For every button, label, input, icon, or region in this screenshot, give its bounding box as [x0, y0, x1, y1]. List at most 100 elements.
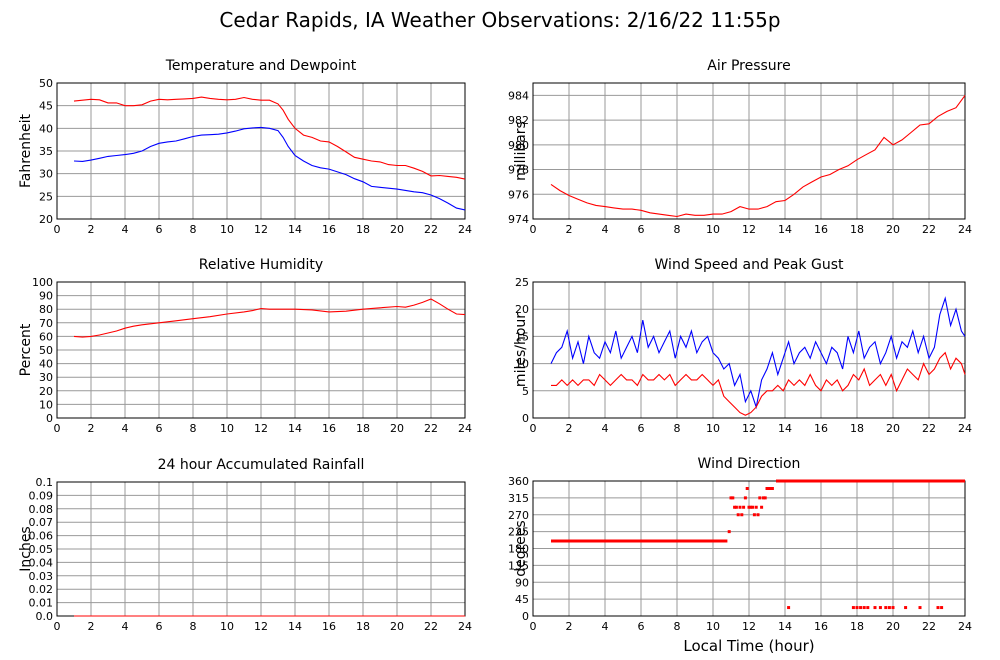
- y-tick-label: 20: [39, 213, 53, 226]
- x-tick-label: 20: [390, 223, 404, 236]
- y-tick-label: 10: [39, 398, 53, 411]
- y-tick-label: 984: [508, 89, 529, 102]
- y-tick-label: 90: [515, 576, 529, 589]
- y-tick-label: 0: [46, 412, 53, 425]
- y-tick-label: 0.04: [29, 556, 54, 569]
- y-tick-label: 360: [508, 475, 529, 488]
- x-tick-label: 18: [356, 422, 370, 435]
- x-tick-label: 20: [390, 422, 404, 435]
- chart-title: Relative Humidity: [199, 257, 323, 273]
- series-point: [727, 530, 731, 534]
- series-line: [73, 126, 466, 211]
- series-point: [862, 606, 866, 610]
- series-line: [73, 96, 466, 180]
- x-tick-label: 20: [886, 422, 900, 435]
- x-tick-label: 8: [674, 223, 681, 236]
- series-point: [787, 606, 791, 610]
- x-tick-label: 10: [706, 223, 720, 236]
- x-tick-label: 2: [88, 223, 95, 236]
- y-tick-label: 10: [515, 358, 529, 371]
- y-tick-label: 5: [522, 385, 529, 398]
- series-point: [936, 606, 940, 610]
- y-tick-label: 978: [508, 164, 529, 177]
- x-tick-label: 14: [288, 422, 302, 435]
- x-tick-label: 2: [566, 223, 573, 236]
- x-tick-label: 22: [922, 620, 936, 633]
- x-tick-label: 14: [778, 223, 792, 236]
- x-tick-label: 6: [156, 223, 163, 236]
- series-point: [738, 505, 742, 509]
- x-tick-label: 10: [706, 620, 720, 633]
- x-tick-label: 8: [674, 422, 681, 435]
- series-point: [751, 505, 755, 509]
- x-tick-label: 10: [220, 223, 234, 236]
- y-axis-label: Fahrenheit: [18, 113, 34, 188]
- plot-frame: [532, 82, 966, 220]
- x-tick-label: 2: [88, 620, 95, 633]
- page-title: Cedar Rapids, IA Weather Observations: 2…: [219, 8, 781, 32]
- x-tick-label: 14: [288, 620, 302, 633]
- y-tick-label: 270: [508, 509, 529, 522]
- series-line: [73, 298, 466, 338]
- series-point: [752, 513, 756, 517]
- x-tick-label: 6: [156, 422, 163, 435]
- x-tick-label: 8: [190, 223, 197, 236]
- x-tick-label: 22: [922, 422, 936, 435]
- x-tick-label: 4: [122, 223, 129, 236]
- x-tick-label: 18: [850, 223, 864, 236]
- x-tick-label: 14: [288, 223, 302, 236]
- x-tick-label: 12: [254, 422, 268, 435]
- x-tick-label: 10: [220, 620, 234, 633]
- plot-frame: [532, 480, 966, 617]
- x-tick-label: 0: [54, 620, 61, 633]
- x-tick-label: 0: [530, 223, 537, 236]
- x-tick-label: 24: [958, 620, 972, 633]
- x-tick-label: 8: [674, 620, 681, 633]
- series-point: [887, 606, 891, 610]
- x-tick-label: 18: [356, 620, 370, 633]
- y-tick-label: 315: [508, 492, 529, 505]
- x-tick-label: 12: [742, 223, 756, 236]
- series-line: [551, 351, 966, 416]
- x-tick-label: 4: [602, 620, 609, 633]
- series-point: [747, 505, 751, 509]
- y-tick-label: 980: [508, 139, 529, 152]
- series-point: [760, 505, 764, 509]
- series-point: [851, 606, 855, 610]
- y-tick-label: 70: [39, 317, 53, 330]
- series-point: [767, 487, 771, 490]
- y-tick-label: 0.09: [29, 489, 54, 502]
- series-point: [740, 513, 744, 517]
- chart-title: Wind Speed and Peak Gust: [655, 257, 844, 273]
- y-tick-label: 0.03: [29, 570, 54, 583]
- y-axis-label: Inches: [18, 526, 34, 571]
- y-tick-label: 0: [522, 610, 529, 623]
- x-tick-label: 20: [886, 223, 900, 236]
- x-tick-label: 4: [122, 422, 129, 435]
- y-tick-label: 15: [515, 330, 529, 343]
- series-point: [734, 505, 738, 509]
- y-tick-label: 40: [39, 122, 53, 135]
- x-tick-label: 14: [778, 620, 792, 633]
- y-tick-label: 0.07: [29, 516, 54, 529]
- y-axis-label: millibars: [513, 121, 529, 181]
- x-tick-label: 12: [254, 223, 268, 236]
- x-tick-label: 2: [566, 620, 573, 633]
- series-line: [550, 296, 966, 410]
- x-tick-label: 6: [638, 620, 645, 633]
- x-tick-label: 6: [638, 223, 645, 236]
- y-tick-label: 25: [39, 190, 53, 203]
- x-tick-label: 20: [886, 620, 900, 633]
- y-tick-label: 0: [522, 412, 529, 425]
- x-tick-label: 4: [122, 620, 129, 633]
- y-tick-label: 45: [515, 593, 529, 606]
- y-tick-label: 974: [508, 213, 529, 226]
- x-tick-label: 0: [530, 422, 537, 435]
- series-point: [733, 505, 737, 509]
- y-axis-label: Percent: [18, 323, 34, 376]
- x-tick-label: 16: [322, 422, 336, 435]
